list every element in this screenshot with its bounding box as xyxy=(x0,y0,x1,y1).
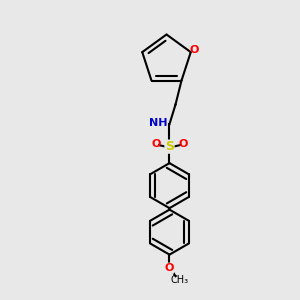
Text: O: O xyxy=(178,139,188,149)
Text: NH: NH xyxy=(149,118,167,128)
Text: O: O xyxy=(164,263,174,273)
Text: CH₃: CH₃ xyxy=(171,275,189,285)
Text: O: O xyxy=(190,45,199,55)
Text: S: S xyxy=(165,140,174,153)
Text: O: O xyxy=(151,139,161,149)
